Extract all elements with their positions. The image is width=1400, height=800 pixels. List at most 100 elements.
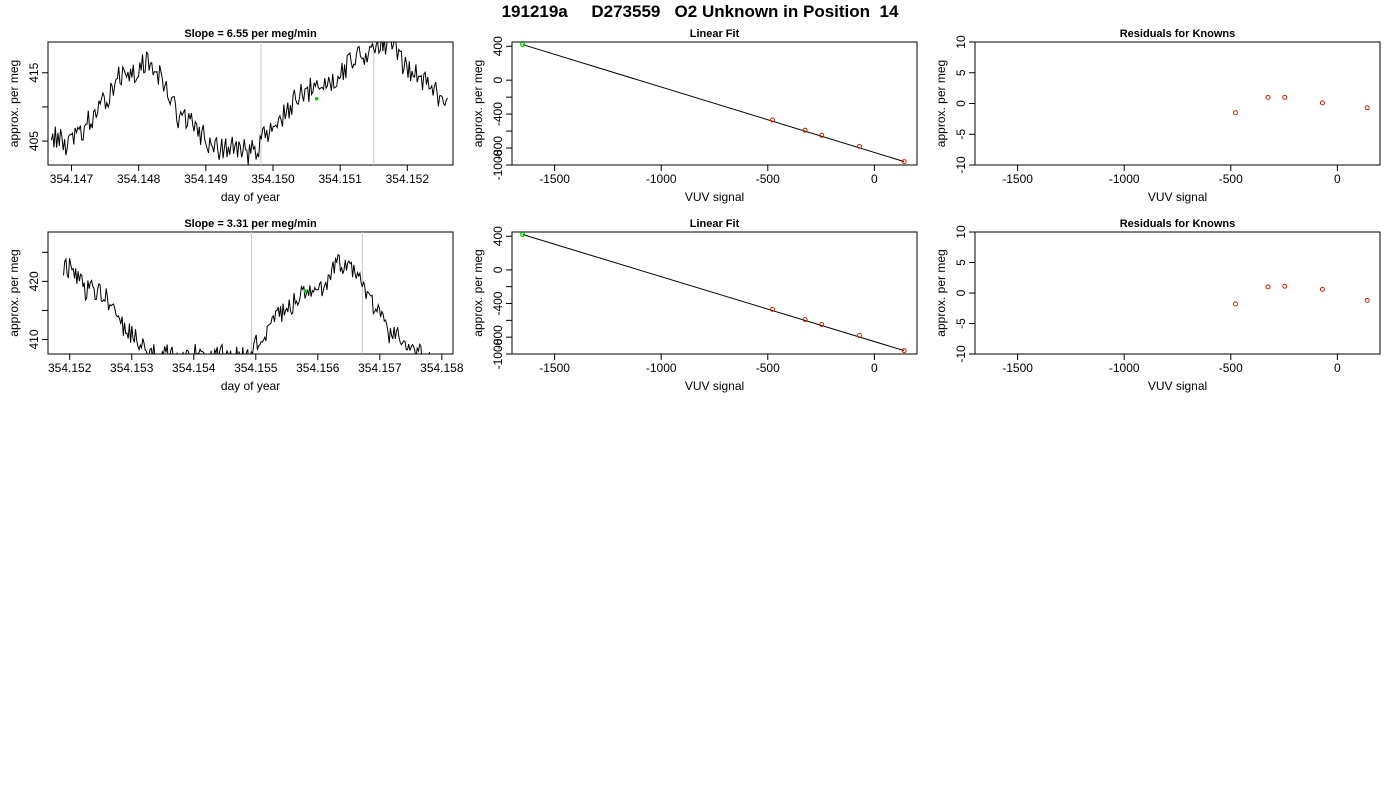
plot-area (50, 42, 449, 165)
x-tick-label: 0 (871, 361, 878, 375)
oxygen-series-line (50, 42, 449, 165)
plot-frame (511, 41, 918, 166)
y-tick-label: -800 (491, 136, 505, 160)
unknown-sample-point (303, 289, 308, 294)
residual-point (1282, 94, 1288, 100)
plot-frame (47, 41, 454, 166)
y-tick-label: 410 (27, 329, 41, 349)
x-tick-label: -1500 (539, 361, 570, 375)
x-tick-label: 354.147 (50, 172, 94, 186)
x-tick-label: 354.152 (48, 361, 92, 375)
chart-title: Residuals for Knowns (1120, 28, 1236, 40)
y-tick-label: -800 (491, 325, 505, 349)
y-tick-label: -400 (491, 291, 505, 315)
y-tick-label: -10 (954, 345, 968, 363)
x-tick-label: 0 (871, 172, 878, 186)
x-tick-label: 354.151 (318, 172, 362, 186)
y-tick-label: 10 (954, 225, 968, 239)
x-tick-label: 354.153 (110, 361, 154, 375)
x-tick-label: -1000 (646, 361, 677, 375)
known-standard-point (769, 306, 775, 312)
x-tick-label: 354.148 (117, 172, 161, 186)
y-tick-label: 0 (954, 289, 968, 296)
chart-panel-3: Residuals for Knowns -1500 -1000 -500 0 -10 -5… (934, 28, 1381, 204)
oxygen-series-line (63, 253, 430, 354)
known-standard-point (901, 348, 907, 354)
x-tick-label: -1500 (539, 172, 570, 186)
x-tick-label: -500 (756, 172, 780, 186)
residual-point (1364, 297, 1370, 303)
x-tick-label: -1000 (1109, 361, 1140, 375)
residual-point (1319, 286, 1325, 292)
x-axis-label: day of year (221, 379, 280, 393)
x-tick-label: -1000 (646, 172, 677, 186)
y-tick-label: -1000 (491, 338, 505, 369)
y-axis-label: approx. per meg (471, 249, 485, 336)
x-tick-label: 354.156 (296, 361, 340, 375)
plot-area (63, 232, 430, 354)
fit-line (522, 234, 905, 352)
x-tick-label: -500 (1219, 361, 1243, 375)
residual-point (1319, 100, 1325, 106)
chart-title: Slope = 3.31 per meg/min (184, 218, 317, 230)
x-tick-label: 354.150 (251, 172, 295, 186)
x-tick-label: -1500 (1002, 361, 1033, 375)
plot-frame (47, 231, 454, 355)
x-axis-label: VUV signal (1148, 379, 1207, 393)
unknown-sample-point (314, 96, 319, 101)
y-axis-label: approx. per meg (934, 249, 948, 336)
residual-point (1232, 110, 1238, 116)
y-tick-label: 10 (954, 35, 968, 49)
y-tick-label: 400 (491, 226, 505, 246)
y-tick-label: -10 (954, 156, 968, 174)
x-tick-label: 0 (1334, 361, 1341, 375)
chart-title: Linear Fit (690, 28, 740, 40)
fit-line (522, 44, 905, 163)
x-tick-label: -1000 (1109, 172, 1140, 186)
chart-panel-6: Residuals for Knowns -1500 -1000 -500 0 -10 -5… (934, 218, 1381, 393)
y-tick-label: -1000 (491, 149, 505, 180)
chart-panel-2: Linear Fit-1500 -1000 -500 0-1000-800-40004… (471, 28, 918, 204)
x-tick-label: 354.154 (172, 361, 216, 375)
chart-title: Slope = 6.55 per meg/min (184, 28, 317, 40)
x-axis-label: VUV signal (685, 379, 744, 393)
unknown-fit-point (520, 42, 526, 48)
residual-point (1282, 283, 1288, 289)
chart-title: Residuals for Knowns (1120, 218, 1236, 230)
y-tick-label: 0 (954, 100, 968, 107)
y-tick-label: 415 (27, 62, 41, 82)
y-tick-label: 5 (954, 259, 968, 266)
y-axis-label: approx. per meg (934, 60, 948, 147)
chart-panel-5: Linear Fit-1500 -1000 -500 0-1000-800-40004… (471, 218, 918, 393)
x-tick-label: 0 (1334, 172, 1341, 186)
x-tick-label: 354.149 (184, 172, 228, 186)
known-standard-point (802, 317, 808, 323)
plot-frame (974, 41, 1381, 166)
x-tick-label: -500 (756, 361, 780, 375)
y-tick-label: 405 (27, 131, 41, 151)
plot-area (520, 232, 907, 354)
known-standard-point (802, 127, 808, 133)
chart-panel-1: Slope = 6.55 per meg/min 354.147 354.148 35… (7, 28, 454, 204)
known-standard-point (856, 332, 862, 338)
plot-area (1232, 283, 1370, 307)
y-tick-label: 5 (954, 69, 968, 76)
known-standard-point (819, 322, 825, 328)
x-tick-label: -1500 (1002, 172, 1033, 186)
residual-point (1265, 284, 1271, 290)
y-tick-label: -400 (491, 102, 505, 126)
residual-point (1265, 94, 1271, 100)
y-tick-label: -5 (954, 129, 968, 140)
y-axis-label: approx. per meg (471, 60, 485, 147)
plot-area (1232, 94, 1370, 116)
x-axis-label: VUV signal (1148, 190, 1207, 204)
y-axis-label: approx. per meg (7, 60, 21, 147)
chart-title: Linear Fit (690, 218, 740, 230)
y-tick-label: 0 (491, 266, 505, 273)
chart-panel-4: Slope = 3.31 per meg/min 354.152 354.153 35… (7, 218, 464, 393)
unknown-fit-point (520, 232, 526, 238)
residual-point (1364, 105, 1370, 111)
y-tick-label: 400 (491, 36, 505, 56)
x-axis-label: day of year (221, 190, 280, 204)
